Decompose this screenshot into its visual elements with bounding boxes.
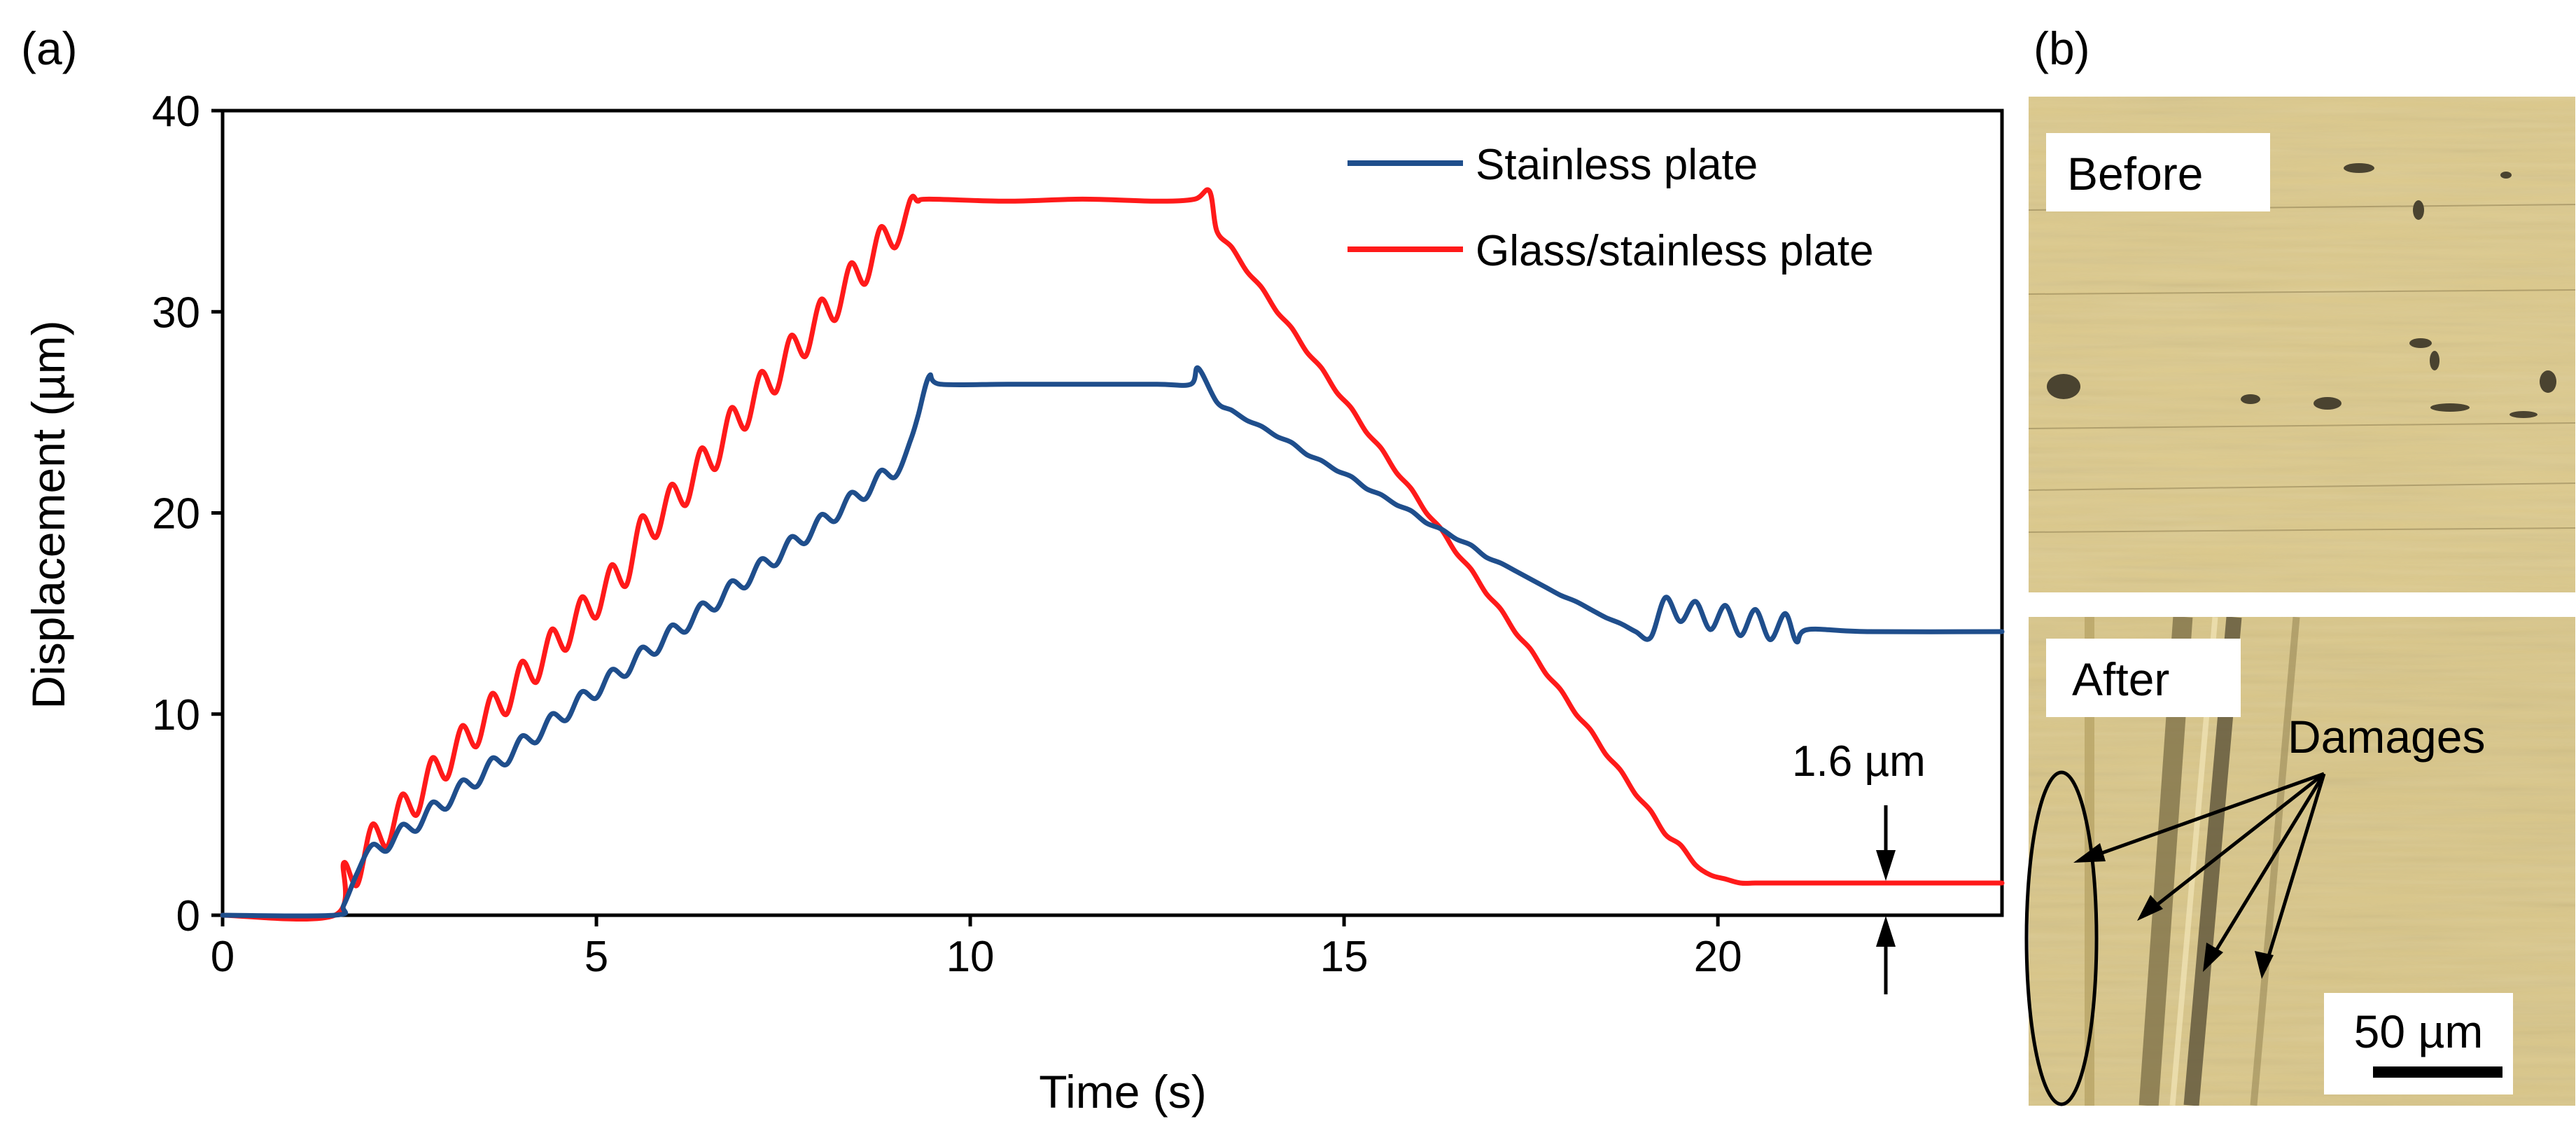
y-axis-ticks: 0 10 20 30 40 bbox=[152, 88, 223, 940]
series-layer bbox=[220, 187, 2005, 922]
annotation-arrow-upper-head bbox=[1876, 850, 1896, 881]
surface-pits-before bbox=[2047, 163, 2556, 418]
y-axis-label: Displacement (µm) bbox=[22, 320, 74, 709]
panel-label-a: (a) bbox=[21, 22, 78, 74]
x-axis-ticks: 0 5 10 15 20 bbox=[211, 915, 1742, 981]
y-tick-label: 0 bbox=[176, 892, 200, 940]
micrograph-after-frame bbox=[2027, 616, 2576, 1107]
scale-bar bbox=[2373, 1066, 2502, 1078]
series-line-glass-stainless-plate bbox=[220, 187, 2005, 922]
x-tick-label: 15 bbox=[1320, 933, 1368, 981]
annotation-arrow-lower-head bbox=[1876, 916, 1896, 947]
after-label-box bbox=[2046, 639, 2241, 717]
y-tick-label: 20 bbox=[152, 490, 200, 538]
scale-bar-label: 50 µm bbox=[2354, 1006, 2484, 1057]
x-tick-label: 5 bbox=[584, 933, 608, 981]
y-tick-label: 30 bbox=[152, 289, 200, 337]
x-tick-label: 20 bbox=[1694, 933, 1742, 981]
panel-a-chart: (a) 0 10 20 30 40 0 5 10 15 20 Displacement (µm)… bbox=[21, 22, 2005, 1118]
x-tick-label: 0 bbox=[211, 933, 234, 981]
panel-b-micrographs: (b) bbox=[2024, 22, 2576, 1107]
series-line-stainless-plate bbox=[220, 365, 2005, 919]
damage-arrows bbox=[2073, 772, 2326, 979]
legend-label-glass: Glass/stainless plate bbox=[1476, 227, 1874, 275]
x-tick-label: 10 bbox=[946, 933, 995, 981]
before-label-box bbox=[2046, 133, 2270, 211]
legend: Stainless plate Glass/stainless plate bbox=[1348, 141, 1874, 275]
damage-region-ellipse bbox=[2024, 770, 2099, 1106]
before-label: Before bbox=[2067, 148, 2203, 200]
y-tick-label: 10 bbox=[152, 691, 200, 739]
legend-label-stainless: Stainless plate bbox=[1476, 141, 1758, 189]
x-axis-label: Time (s) bbox=[1039, 1066, 1207, 1118]
offset-annotation: 1.6 µm bbox=[1792, 737, 1926, 994]
y-tick-label: 40 bbox=[152, 88, 200, 136]
panel-label-b: (b) bbox=[2033, 22, 2090, 74]
micrograph-before-frame bbox=[2027, 95, 2576, 594]
offset-annotation-label: 1.6 µm bbox=[1792, 737, 1926, 786]
damages-label: Damages bbox=[2288, 711, 2485, 763]
after-label: After bbox=[2072, 653, 2169, 705]
